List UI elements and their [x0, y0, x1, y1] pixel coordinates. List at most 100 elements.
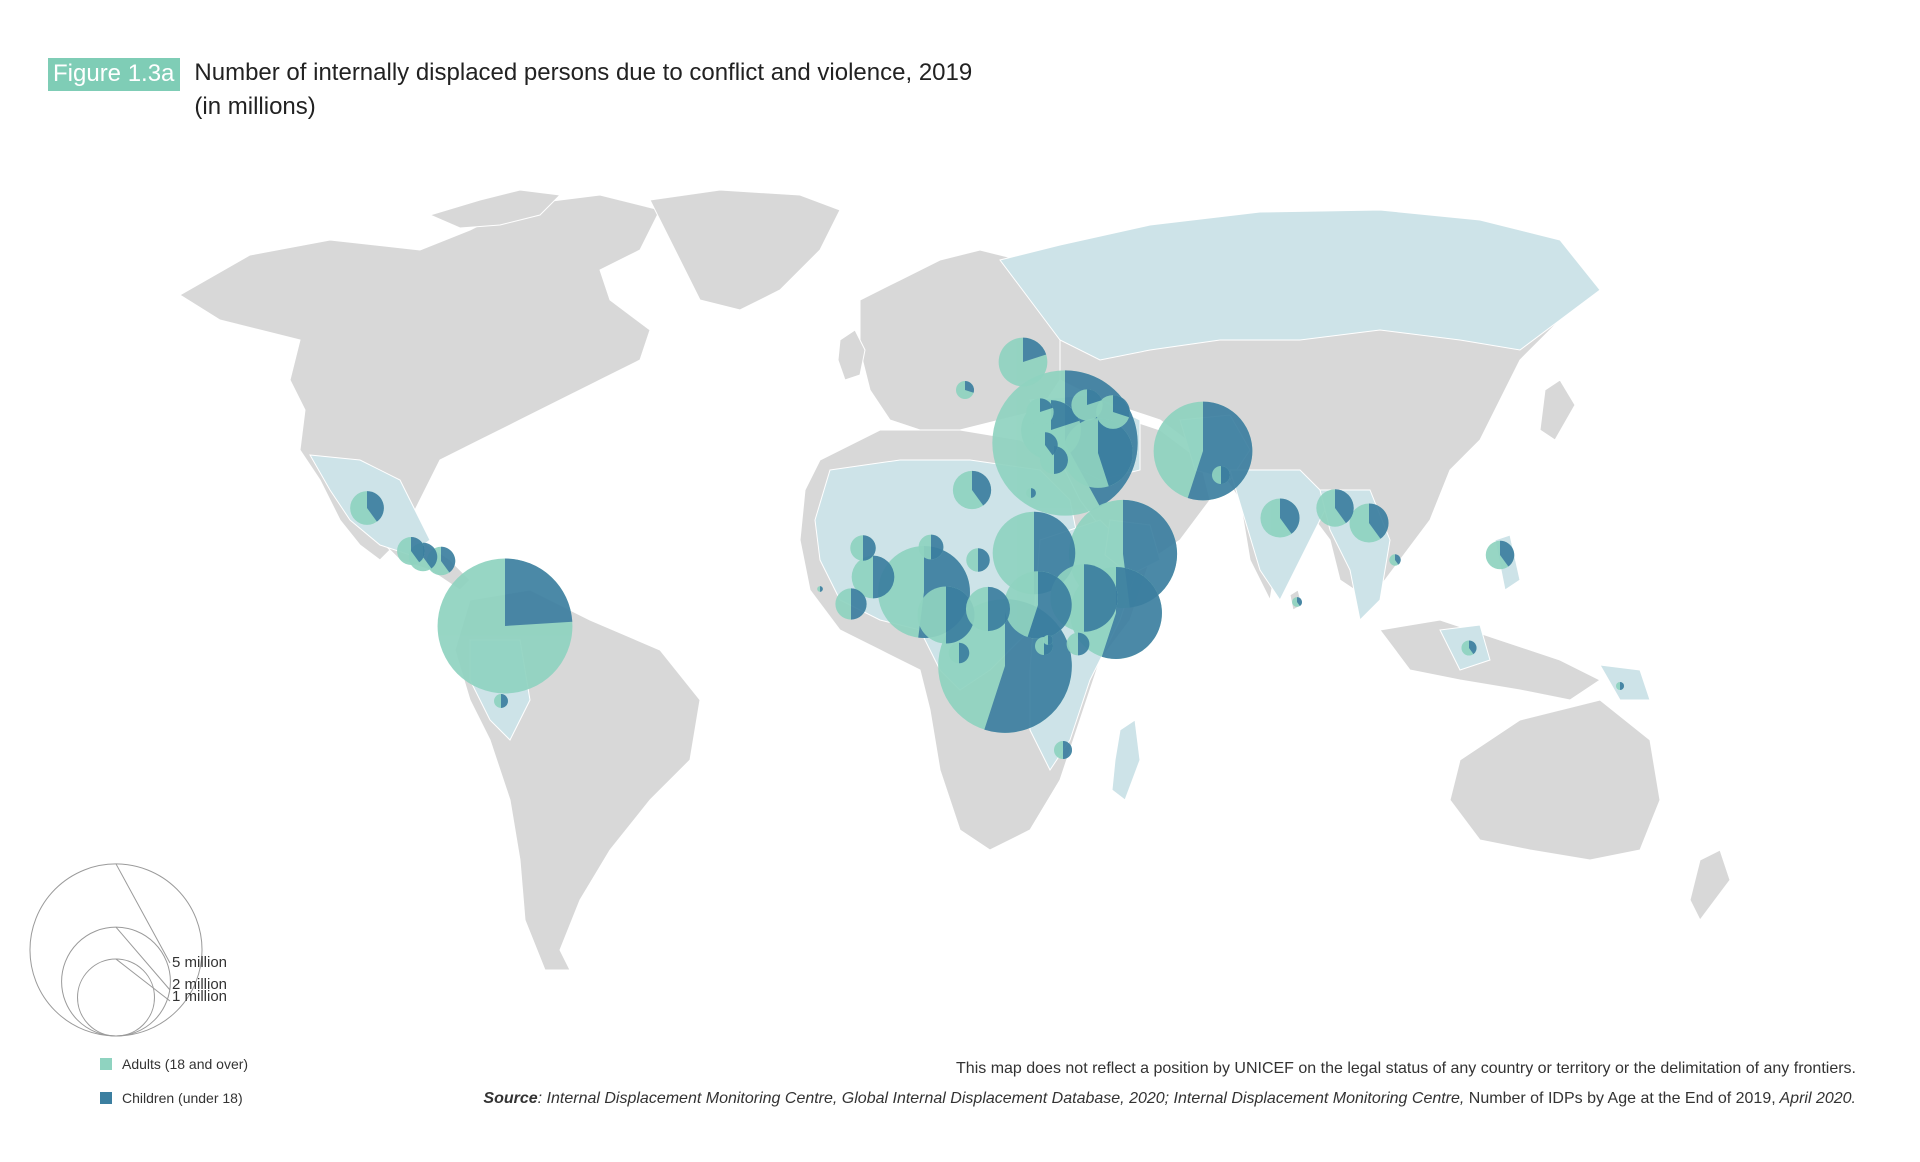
legend-adults: Adults (18 and over) — [100, 1056, 248, 1072]
legend-size-2m: 2 million — [172, 976, 228, 993]
children-share — [988, 586, 1011, 632]
legend-size-1m: 1 million — [172, 988, 228, 1005]
children-share — [1221, 465, 1230, 485]
idp-marker-mali — [850, 535, 876, 561]
children-share — [863, 535, 876, 561]
idp-marker-philippines — [1485, 540, 1515, 570]
idp-marker-cote-d-ivoire — [835, 588, 867, 620]
children-share — [1048, 635, 1053, 645]
source-text-3: April 2020. — [1775, 1090, 1857, 1107]
region-madagascar — [1111, 719, 1141, 801]
idp-marker-central-african-republic — [965, 586, 1011, 632]
children-share — [1369, 503, 1389, 539]
legend-leader-5m — [115, 863, 171, 964]
children-share — [501, 694, 508, 708]
children-share — [1620, 681, 1625, 691]
idp-marker-lebanon — [1032, 432, 1058, 458]
idp-marker-chad — [966, 548, 990, 572]
children-share — [1395, 554, 1401, 565]
idp-marker-bosnia-and-herzegovina — [955, 380, 975, 400]
idp-marker-cameroon — [917, 586, 975, 644]
children-share — [1040, 398, 1053, 412]
children-share — [1063, 740, 1073, 760]
figure-label-badge: Figure 1.3a — [48, 58, 181, 91]
figure-title: Number of internally displaced persons d… — [194, 56, 972, 124]
idp-marker-colombia — [437, 558, 573, 694]
legend-leader-1m — [115, 958, 171, 1002]
idp-marker-georgia — [1071, 389, 1103, 421]
legend-leader-2m — [115, 926, 171, 991]
markers-layer — [350, 337, 1625, 760]
idp-marker-senegal — [817, 586, 823, 592]
children-share — [972, 470, 992, 506]
idp-marker-myanmar — [1349, 503, 1389, 543]
idp-marker-bangladesh — [1316, 489, 1354, 527]
land-uk — [837, 329, 866, 381]
legend-children-label: Children (under 18) — [122, 1090, 243, 1106]
map-disclaimer: This map does not reflect a position by … — [956, 1060, 1856, 1077]
land-arctic-islands — [428, 189, 562, 229]
idp-marker-burkina-faso — [851, 555, 895, 599]
children-share — [1187, 401, 1253, 501]
idp-marker-indonesia — [1461, 640, 1477, 656]
children-share — [965, 380, 975, 393]
children-swatch — [100, 1092, 112, 1104]
land-australia — [1449, 699, 1661, 861]
children-share — [931, 534, 944, 560]
idp-marker-india — [1260, 498, 1300, 538]
children-share — [1031, 488, 1036, 498]
adults-swatch — [100, 1058, 112, 1070]
children-share — [978, 548, 990, 572]
children-share — [1500, 540, 1515, 567]
idp-marker-uganda — [1043, 635, 1053, 645]
children-share — [1084, 564, 1118, 632]
legend-adults-label: Adults (18 and over) — [122, 1056, 249, 1072]
idp-marker-papua-new-guinea — [1615, 681, 1625, 691]
children-share — [1101, 567, 1162, 659]
land-new-zealand — [1689, 849, 1731, 921]
children-share — [1335, 489, 1354, 524]
region-russia — [999, 209, 1601, 361]
children-share — [1051, 400, 1080, 430]
children-share — [1054, 446, 1068, 474]
idp-marker-libya — [952, 470, 992, 510]
idp-marker-sri-lanka — [1292, 597, 1302, 607]
children-share — [1087, 389, 1102, 405]
children-share — [1113, 395, 1130, 418]
children-share — [423, 542, 438, 569]
children-share — [505, 558, 573, 626]
idp-marker-afghanistan — [1153, 401, 1253, 501]
source-text-1: : Internal Displacement Monitoring Centr… — [537, 1090, 1465, 1107]
children-share — [1027, 571, 1072, 639]
idp-marker-mozambique — [1053, 740, 1073, 760]
idp-marker-thailand — [1389, 554, 1401, 566]
idp-marker-peru — [494, 694, 508, 708]
idp-marker-guatemala — [397, 537, 425, 565]
children-share — [1280, 498, 1300, 534]
idp-marker-ukraine — [998, 337, 1048, 387]
legend-size-circles — [29, 863, 203, 1037]
land-greenland — [649, 189, 841, 311]
children-share — [411, 537, 425, 563]
idp-marker-egypt — [1026, 488, 1036, 498]
source-text-2: Number of IDPs by Age at the End of 2019… — [1464, 1090, 1776, 1107]
idp-marker-south-sudan — [1004, 571, 1072, 639]
children-share — [1297, 597, 1302, 606]
children-share — [959, 642, 970, 664]
idp-marker-congo — [948, 642, 970, 664]
idp-marker-iraq — [1063, 418, 1133, 488]
figure-header: Figure 1.3a Number of internally displac… — [48, 58, 972, 124]
children-share — [1078, 632, 1090, 656]
idp-marker-kenya — [1066, 632, 1090, 656]
region-papua — [1599, 664, 1651, 701]
title-line-1: Number of internally displaced persons d… — [194, 59, 973, 86]
legend-size-5m: 5 million — [172, 954, 228, 971]
children-share — [1023, 337, 1047, 362]
idp-marker-mexico — [350, 491, 384, 525]
children-share — [946, 586, 975, 644]
land-north-america — [179, 194, 661, 561]
children-share — [851, 588, 867, 620]
idp-marker-azerbaijan — [1096, 395, 1130, 429]
children-share — [820, 586, 823, 592]
